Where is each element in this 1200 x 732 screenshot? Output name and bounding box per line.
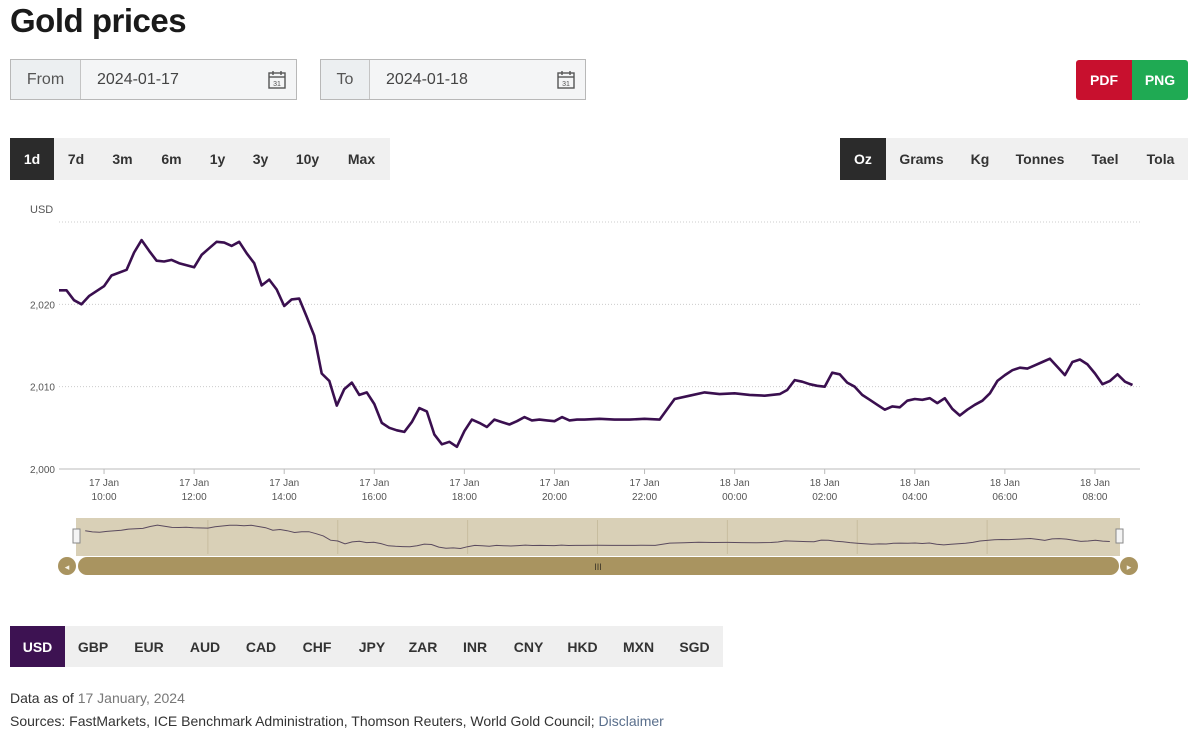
y-tick-label: 2,000 bbox=[30, 465, 55, 476]
x-tick-date: 18 Jan bbox=[990, 478, 1020, 489]
navigator-left-handle[interactable] bbox=[72, 528, 81, 544]
x-tick-date: 18 Jan bbox=[1080, 478, 1110, 489]
from-date-picker: From 2024-01-17 31 bbox=[10, 59, 297, 100]
calendar-icon-text: 31 bbox=[562, 81, 570, 88]
to-date-input[interactable]: 2024-01-18 31 bbox=[370, 60, 585, 99]
chevron-left-icon: ◂ bbox=[65, 563, 70, 573]
x-tick-date: 17 Jan bbox=[630, 478, 660, 489]
unit-tola[interactable]: Tola bbox=[1146, 151, 1175, 167]
x-tick-time: 02:00 bbox=[812, 492, 837, 503]
range-selector: 1d 7d 3m 6m 1y 3y 10y Max bbox=[10, 138, 390, 180]
to-date-picker: To 2024-01-18 31 bbox=[320, 59, 586, 100]
x-tick-time: 18:00 bbox=[452, 492, 477, 503]
range-1d[interactable]: 1d bbox=[10, 138, 54, 180]
currency-usd[interactable]: USD bbox=[10, 626, 65, 667]
disclaimer-link[interactable]: Disclaimer bbox=[598, 713, 664, 729]
sources-text: Sources: FastMarkets, ICE Benchmark Admi… bbox=[10, 713, 595, 729]
currency-aud[interactable]: AUD bbox=[189, 638, 221, 655]
x-tick-date: 17 Jan bbox=[539, 478, 569, 489]
calendar-icon[interactable]: 31 bbox=[557, 70, 575, 89]
x-tick-date: 17 Jan bbox=[449, 478, 479, 489]
range-3m[interactable]: 3m bbox=[112, 151, 133, 167]
y-axis-label: USD bbox=[30, 204, 53, 216]
x-tick-date: 18 Jan bbox=[720, 478, 750, 489]
page-title: Gold prices bbox=[10, 2, 187, 39]
pdf-export-button[interactable]: PDF bbox=[1076, 60, 1132, 100]
x-tick-time: 20:00 bbox=[542, 492, 567, 503]
price-line bbox=[59, 238, 1134, 449]
currency-hkd[interactable]: HKD bbox=[567, 638, 598, 655]
currency-eur[interactable]: EUR bbox=[134, 638, 164, 655]
unit-grams[interactable]: Grams bbox=[899, 151, 944, 167]
scroll-left-button[interactable] bbox=[58, 557, 76, 575]
data-as-of-label: Data as of bbox=[10, 690, 74, 706]
currency-jpy[interactable]: JPY bbox=[358, 638, 386, 655]
navigator-scrollbar[interactable] bbox=[78, 557, 1119, 575]
x-tick-date: 17 Jan bbox=[179, 478, 209, 489]
scroll-right-button[interactable] bbox=[1120, 557, 1138, 575]
currency-cny[interactable]: CNY bbox=[513, 638, 544, 655]
range-6m[interactable]: 6m bbox=[161, 151, 182, 167]
currency-mxn[interactable]: MXN bbox=[622, 638, 655, 655]
x-tick-date: 18 Jan bbox=[900, 478, 930, 489]
navigator-right-handle[interactable] bbox=[1115, 528, 1124, 544]
calendar-icon-text: 31 bbox=[273, 81, 281, 88]
x-tick-time: 08:00 bbox=[1082, 492, 1107, 503]
x-tick-time: 16:00 bbox=[362, 492, 387, 503]
currency-inr[interactable]: INR bbox=[462, 638, 488, 655]
x-tick-time: 10:00 bbox=[92, 492, 117, 503]
unit-selector: Oz Grams Kg Tonnes Tael Tola bbox=[840, 138, 1188, 180]
unit-kg[interactable]: Kg bbox=[970, 151, 990, 167]
x-tick-time: 12:00 bbox=[182, 492, 207, 503]
y-tick-label: 2,020 bbox=[30, 300, 55, 311]
range-3y[interactable]: 3y bbox=[252, 151, 269, 167]
data-as-of: Data as of 17 January, 2024 bbox=[10, 690, 185, 706]
range-max[interactable]: Max bbox=[347, 151, 376, 167]
range-10y[interactable]: 10y bbox=[295, 151, 320, 167]
data-as-of-date: 17 January, 2024 bbox=[77, 690, 185, 706]
sources-line: Sources: FastMarkets, ICE Benchmark Admi… bbox=[10, 713, 664, 729]
x-tick-time: 14:00 bbox=[272, 492, 297, 503]
png-export-button[interactable]: PNG bbox=[1132, 60, 1188, 100]
y-tick-label: 2,010 bbox=[30, 383, 55, 394]
unit-tael[interactable]: Tael bbox=[1091, 151, 1119, 167]
to-date-value: 2024-01-18 bbox=[386, 70, 468, 88]
x-tick-date: 17 Jan bbox=[359, 478, 389, 489]
to-label: To bbox=[321, 60, 370, 99]
gold-price-chart: USD 2,000 2,010 2,020 17 Jan 10:00 17 Jan 12:… bbox=[30, 204, 1140, 575]
range-7d[interactable]: 7d bbox=[67, 151, 85, 167]
chevron-right-icon: ▸ bbox=[1127, 563, 1132, 573]
currency-gbp[interactable]: GBP bbox=[77, 638, 109, 655]
unit-oz[interactable]: Oz bbox=[840, 138, 886, 180]
x-tick-time: 00:00 bbox=[722, 492, 747, 503]
calendar-icon[interactable]: 31 bbox=[268, 70, 286, 89]
x-tick-date: 18 Jan bbox=[810, 478, 840, 489]
currency-chf[interactable]: CHF bbox=[302, 638, 332, 655]
from-label: From bbox=[11, 60, 81, 99]
currency-sgd[interactable]: SGD bbox=[679, 638, 710, 655]
from-date-value: 2024-01-17 bbox=[97, 70, 179, 88]
range-1y[interactable]: 1y bbox=[209, 151, 226, 167]
x-tick-time: 04:00 bbox=[902, 492, 927, 503]
x-tick-time: 22:00 bbox=[632, 492, 657, 503]
currency-cad[interactable]: CAD bbox=[245, 638, 277, 655]
x-tick-date: 17 Jan bbox=[269, 478, 299, 489]
scrollbar-grip: III bbox=[594, 562, 602, 572]
x-tick-date: 17 Jan bbox=[89, 478, 119, 489]
currency-selector: USD GBP EUR AUD CAD CHF JPY ZAR INR CNY HKD MXN SGD bbox=[10, 626, 723, 667]
range-navigator[interactable]: III ◂ ▸ bbox=[58, 518, 1138, 575]
currency-zar[interactable]: ZAR bbox=[408, 638, 438, 655]
from-date-input[interactable]: 2024-01-17 31 bbox=[81, 60, 296, 99]
x-tick-time: 06:00 bbox=[992, 492, 1017, 503]
unit-tonnes[interactable]: Tonnes bbox=[1015, 151, 1065, 167]
